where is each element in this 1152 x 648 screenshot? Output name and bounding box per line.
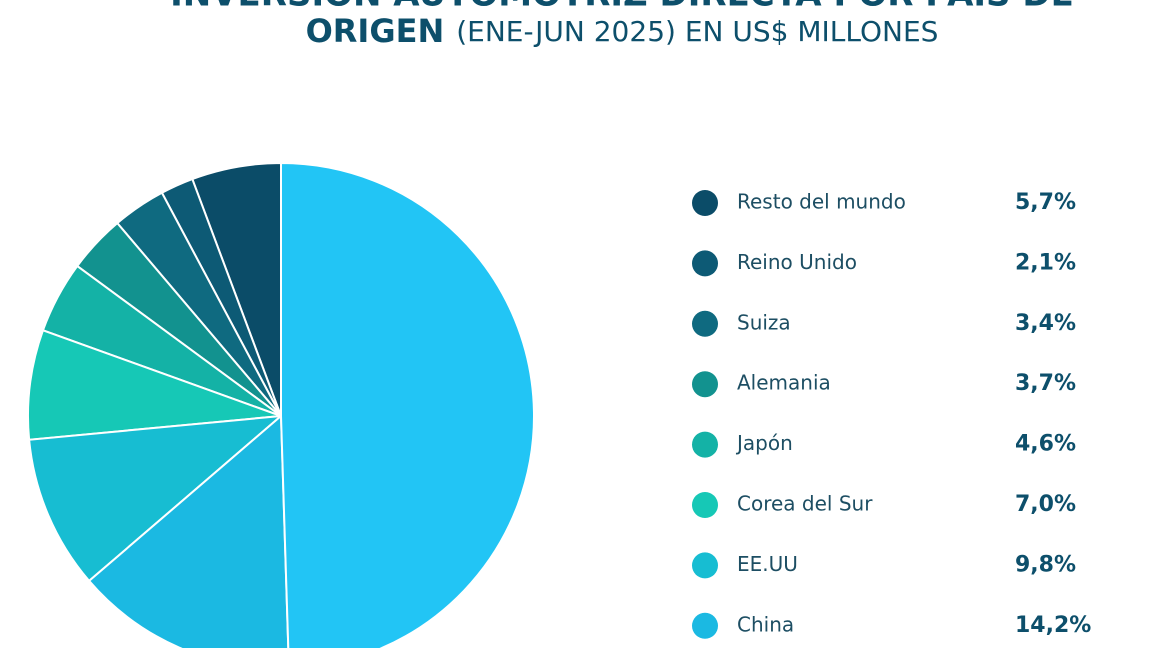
legend-swatch [692,552,718,579]
legend-swatch [692,492,718,518]
legend-label: Japón [735,431,793,455]
value-label: 7,0% [1015,492,1076,517]
value-label: 3,4% [1015,311,1076,336]
pie-slice [27,329,282,441]
legend-swatch [692,190,718,216]
value-label: 5,7% [1015,190,1076,215]
legend-label: EE.UU [737,552,798,576]
legend-swatch [692,250,718,277]
value-label: 2,1% [1015,250,1076,275]
legend-label: Alemania [737,371,831,395]
legend-label: Resto del mundo [737,190,906,214]
pie-slice [28,414,285,583]
legend-swatch [692,431,718,458]
value-label: 3,7% [1015,371,1076,396]
legend: Resto del mundo 5,7% Reino Unido 2,1% Suiza 3… [692,190,1091,639]
value-label: 14,2% [1015,613,1091,638]
legend-label: Reino Unido [737,250,857,274]
pie [27,161,535,648]
legend-label: Corea del Sur [737,492,873,516]
legend-swatch [692,371,718,398]
pie-slice [280,161,535,648]
value-label: 4,6% [1015,432,1076,457]
subtitle: (ENE-JUN 2025) EN US$ MILLONES [456,15,938,48]
title-bold: ORIGEN [306,12,445,50]
legend-swatch [692,612,718,639]
value-label: 9,8% [1015,552,1076,577]
legend-swatch [692,310,718,337]
legend-label: China [737,612,794,636]
chart-title: INVERSIÓN AUTOMOTRIZ DIRECTA POR PAÍS DE [170,0,1074,15]
legend-label: Suiza [737,310,791,334]
chart-title-line: ORIGEN (ENE-JUN 2025) EN US$ MILLONES [306,12,939,50]
